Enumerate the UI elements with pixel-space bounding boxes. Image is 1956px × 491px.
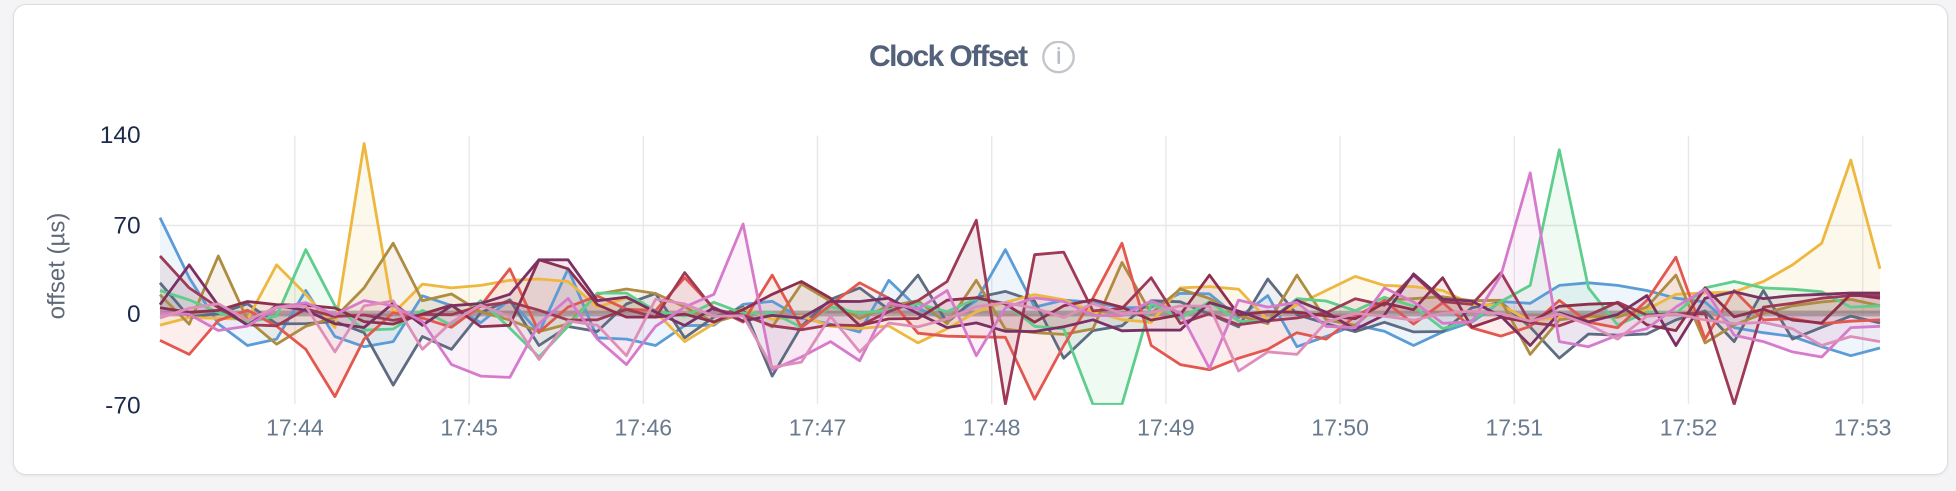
svg-text:17:51: 17:51 <box>1486 415 1544 441</box>
svg-text:140: 140 <box>100 122 141 149</box>
svg-text:0: 0 <box>127 301 141 328</box>
svg-text:17:53: 17:53 <box>1834 415 1892 441</box>
svg-text:17:52: 17:52 <box>1660 415 1718 441</box>
svg-text:-70: -70 <box>105 393 140 420</box>
svg-text:offset (µs): offset (µs) <box>44 213 71 320</box>
svg-text:17:45: 17:45 <box>440 415 498 441</box>
svg-text:17:47: 17:47 <box>789 415 847 441</box>
svg-text:70: 70 <box>113 213 140 240</box>
svg-text:17:46: 17:46 <box>615 415 673 441</box>
svg-text:17:49: 17:49 <box>1137 415 1195 441</box>
svg-text:17:48: 17:48 <box>963 415 1021 441</box>
svg-text:17:50: 17:50 <box>1311 415 1369 441</box>
svg-text:17:44: 17:44 <box>266 415 324 441</box>
